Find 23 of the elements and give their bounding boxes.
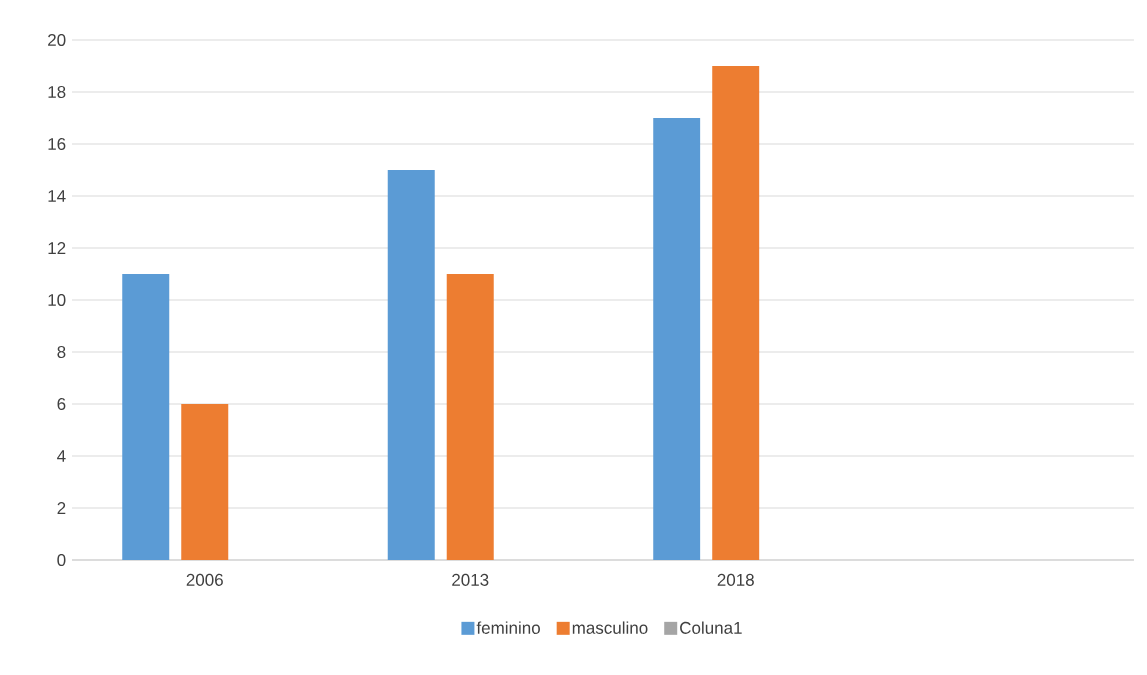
x-tick-label: 2018: [717, 573, 754, 586]
y-tick-label: 10: [48, 293, 66, 307]
legend-label: Coluna1: [680, 621, 742, 634]
bar: [181, 404, 229, 560]
bar: [446, 274, 494, 560]
bar: [387, 170, 435, 560]
y-tick-label: 16: [48, 137, 66, 151]
y-tick-label: 4: [57, 450, 66, 462]
y-tick-label: 14: [48, 190, 66, 202]
bar: [653, 118, 701, 560]
legend-label: feminino: [476, 621, 540, 634]
y-tick-label: 0: [57, 553, 66, 567]
y-tick-label: 18: [48, 85, 66, 99]
bar: [122, 274, 170, 560]
y-tick-label: 8: [57, 345, 66, 359]
y-tick-label: 2: [57, 502, 66, 514]
y-tick-label: 20: [48, 33, 66, 47]
y-tick-label: 12: [48, 242, 66, 254]
bar: [712, 66, 760, 560]
legend-label: masculino: [572, 621, 648, 634]
y-tick-label: 6: [57, 397, 66, 411]
x-tick-label: 2013: [452, 573, 489, 586]
x-tick-label: 2006: [186, 573, 223, 586]
